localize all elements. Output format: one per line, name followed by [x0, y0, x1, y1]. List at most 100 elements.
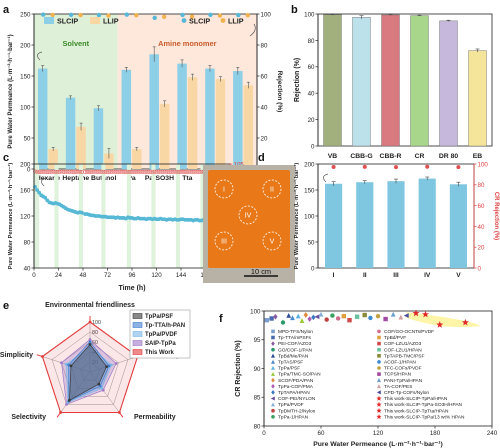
permeance-point — [37, 190, 42, 195]
radar-grid — [70, 351, 110, 389]
c-left-tick-label: 160 — [20, 187, 31, 194]
rejection-point — [121, 170, 126, 174]
legend-swatch — [44, 17, 54, 24]
data-point — [290, 315, 295, 321]
radar-point — [60, 361, 63, 365]
x-tick-label: 0 — [262, 430, 266, 437]
sampling-region — [262, 231, 282, 251]
x-tick-label: 48 — [80, 272, 87, 279]
bar — [449, 184, 467, 268]
panel-e-letter: e — [3, 300, 9, 312]
panel-d-letter: d — [258, 152, 265, 164]
radar-series — [41, 321, 139, 414]
rejection-point — [95, 170, 100, 174]
data-point — [324, 317, 329, 322]
data-point — [383, 316, 388, 322]
rejection-point — [158, 170, 163, 174]
rejection-point — [172, 169, 177, 174]
legend-marker — [377, 384, 381, 389]
rejection-point — [65, 170, 70, 174]
radar-point — [64, 362, 68, 366]
rejection-point — [93, 169, 98, 174]
legend-label: TCPS/HPAN — [384, 372, 412, 378]
radar-tick-label: 80 — [92, 330, 98, 336]
legend-label: LLIP — [103, 17, 119, 26]
d-left-tick-label: 200 — [304, 161, 315, 168]
rejection-point — [170, 170, 175, 174]
x-tick-label: 120 — [151, 272, 162, 279]
a-left-tick-label: 150 — [20, 73, 31, 80]
legend-marker — [271, 347, 275, 352]
c-left-tick-label: 80 — [24, 239, 31, 246]
bar — [233, 71, 243, 169]
radar-point — [109, 363, 113, 367]
rejection-point — [117, 170, 122, 174]
data-point — [412, 309, 420, 317]
region-label: II — [270, 187, 274, 194]
x-tick-label: 180 — [430, 430, 441, 437]
rejection-point — [156, 170, 161, 174]
rejection-point — [83, 170, 87, 174]
legend-label: Tp-TTA/h-PAN — [145, 323, 185, 329]
data-point — [375, 313, 381, 319]
legend-label: This work-SLCIP-TpPa-SO3H/HPAN — [384, 402, 463, 408]
plot-frame — [317, 13, 493, 147]
d-left-tick-label: 0 — [311, 265, 315, 272]
rejection-point — [394, 165, 398, 170]
legend-label: TpPa-1/HPAN — [278, 414, 309, 420]
legend-label: Tp-TTA/mPSFs — [278, 335, 312, 341]
data-point — [318, 311, 324, 317]
group-region — [34, 14, 118, 169]
legend-marker — [376, 401, 382, 407]
group-label: Amine monomer — [158, 39, 216, 48]
rejection-point — [71, 170, 76, 175]
sampling-region — [214, 179, 234, 199]
data-point — [398, 314, 404, 320]
data-point — [461, 318, 469, 326]
rejection-point — [99, 169, 104, 174]
permeance-point — [43, 195, 48, 200]
rejection-point — [191, 170, 196, 174]
rejection-point — [456, 165, 461, 170]
legend-swatch — [132, 313, 143, 319]
legend-swatch — [90, 17, 100, 24]
legend-marker — [376, 407, 382, 413]
radar-point — [98, 384, 102, 388]
radar-point — [114, 362, 118, 365]
data-point — [269, 316, 274, 321]
x-tick-label: 240 — [487, 430, 498, 437]
rejection-point — [160, 169, 165, 174]
rejection-point — [132, 170, 136, 174]
radar-spoke — [89, 371, 120, 413]
highlight-band — [175, 164, 180, 268]
bar — [215, 79, 226, 169]
permeance-point — [35, 188, 39, 192]
radar-series — [65, 346, 112, 403]
rejection-point — [134, 169, 138, 174]
x-tick-label: CBB-R — [380, 153, 402, 160]
legend-label: GO/COF-1/PAN — [278, 347, 313, 353]
x-tick-label: Hexane — [36, 175, 60, 182]
radar-tick-label: 40 — [92, 350, 98, 356]
bar — [76, 126, 86, 169]
b-left-tick-label: 100 — [304, 11, 315, 18]
c-left-tick-label: 120 — [20, 213, 31, 220]
radar-point — [69, 364, 73, 368]
legend-swatch — [132, 322, 143, 328]
legend: MPD-TFS/NylonTp-TTA/mPSFsPEI-COF/AZO3GO/… — [270, 329, 465, 420]
legend-label: MPD-TFS/Nylon — [278, 329, 313, 335]
legend-label: TpBd/Me/PAN — [278, 353, 309, 359]
arrow-icon — [249, 23, 256, 37]
radar-axis-label: Permeability — [134, 414, 176, 421]
a-right-tick-label: 20 — [261, 135, 268, 142]
y-axis-label-right: Rejection (%) — [276, 71, 283, 113]
rejection-point — [142, 170, 147, 174]
x-tick-label: DR 80 — [439, 153, 458, 160]
legend-marker — [271, 329, 275, 334]
data-point — [295, 313, 301, 319]
legend-label: TpTAPB-TMC/PSF — [384, 353, 424, 359]
data-point — [330, 313, 335, 318]
legend-label: CPD-Tp-COFs/Nylon — [384, 390, 429, 396]
sampling-region — [238, 205, 258, 225]
c-left-tick-label: 40 — [24, 265, 31, 272]
